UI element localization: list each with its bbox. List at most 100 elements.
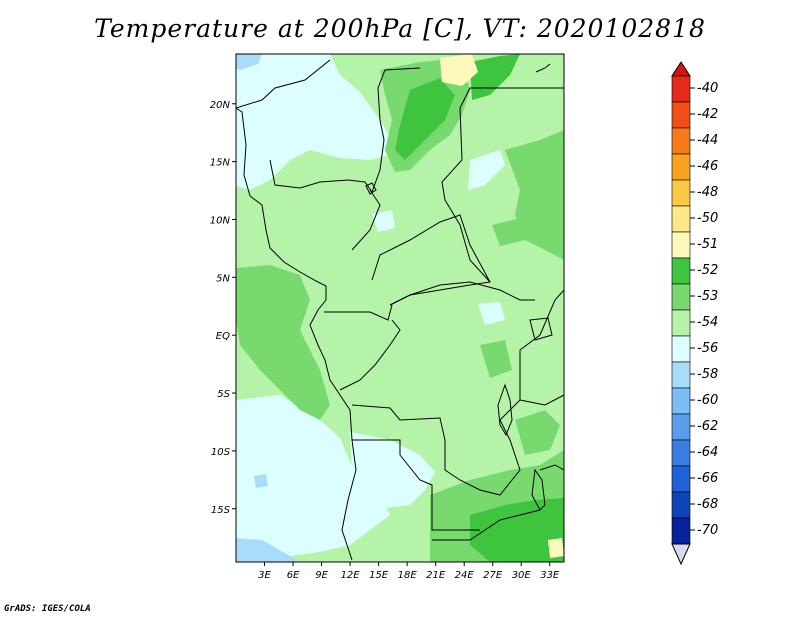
border-chad-sudan (441, 107, 491, 283)
colorbar-label: -40 (697, 81, 718, 96)
lat-tick-label: 5S (217, 389, 230, 400)
colorbar-swatch (671, 179, 691, 207)
warm2-region-sahel (395, 78, 455, 160)
warm-patch-north (492, 218, 525, 246)
lat-tick-label: 15N (210, 158, 231, 169)
border-tanzania (519, 394, 564, 406)
border-drc-west (339, 319, 401, 391)
border-angola-zambia (352, 439, 480, 531)
lon-tick-label: 30E (512, 570, 532, 581)
colorbar-swatch (671, 101, 691, 129)
border-east-africa (519, 289, 564, 351)
colder-patch-north (236, 54, 262, 70)
colorbar-swatch (671, 335, 691, 363)
colorbar-swatch (671, 75, 691, 103)
credit-label: GrADS: IGES/COLA (4, 604, 91, 614)
colorbar-top-arrow (671, 61, 691, 77)
lon-tick-label: 12E (341, 570, 361, 581)
warm3-patch-southeast (548, 538, 564, 558)
border-car (371, 214, 491, 306)
colorbar-label: -50 (697, 211, 718, 226)
axis-ticks: 20N 15N 10N 5N EQ 5S 10S 15S 3E 6E 9E 12E 15E 18E 21E 2… (210, 100, 560, 581)
lake-malawi (531, 468, 546, 511)
lon-tick-label: 9E (315, 570, 328, 581)
colorbar-swatch (671, 439, 691, 467)
colorbar-swatch (671, 517, 691, 545)
colorbar-label: -68 (697, 497, 718, 512)
colorbar-swatch (671, 283, 691, 311)
border-zambia-zimbabwe (432, 509, 541, 541)
lat-tick-label: 15S (211, 505, 231, 516)
colorbar-label: -53 (697, 289, 718, 304)
lat-tick-label: 20N (210, 100, 231, 111)
border-libya-egypt (459, 87, 564, 109)
cold-patch-chad (468, 150, 505, 190)
colorbar-label: -48 (697, 185, 718, 200)
red-sea-coast (535, 63, 551, 73)
colorbar-swatch (671, 153, 691, 181)
lat-tick-label: 10S (211, 447, 231, 458)
lat-tick-label: EQ (216, 331, 230, 342)
colorbar-swatch (671, 413, 691, 441)
colorbar-label: -70 (697, 523, 718, 538)
colorbar-swatch (671, 231, 691, 259)
colorbar-label: -62 (697, 419, 718, 434)
border-drc-south (351, 350, 521, 496)
lon-tick-label: 24E (455, 570, 475, 581)
lat-tick-label: 5N (216, 273, 230, 284)
border-nigeria-cameroon (351, 189, 381, 251)
colorbar-label: -58 (697, 367, 718, 382)
colorbar-label: -42 (697, 107, 718, 122)
lon-tick-label: 18E (398, 570, 418, 581)
colorbar-swatch (671, 309, 691, 337)
colorbar-label: -54 (697, 315, 718, 330)
colorbar-label: -56 (697, 341, 718, 356)
lon-tick-label: 21E (426, 570, 446, 581)
lon-tick-label: 6E (287, 570, 300, 581)
colder-patch-southwest (236, 538, 300, 562)
country-borders (236, 59, 564, 561)
warm2-region-southeast (470, 498, 564, 562)
border-mozambique (539, 464, 564, 471)
temperature-field (236, 54, 564, 562)
colorbar-label: -46 (697, 159, 718, 174)
warm3-region-libya (440, 54, 478, 86)
lake-victoria (529, 317, 553, 341)
cold-region-angola (350, 432, 435, 508)
colorbar-swatch (671, 361, 691, 389)
chart-title: Temperature at 200hPa [C], VT: 202010281… (94, 14, 706, 43)
map-frame (235, 53, 565, 563)
lon-tick-label: 33E (540, 570, 560, 581)
border-algeria-mali (236, 59, 331, 109)
border-niger-chad (371, 67, 421, 193)
lake-chad (365, 182, 377, 195)
lat-tick-label: 10N (210, 215, 231, 226)
colorbar-label: -52 (697, 263, 718, 278)
colorbar-swatch (671, 127, 691, 155)
lon-tick-label: 27E (483, 570, 503, 581)
colorbar-swatch (671, 465, 691, 493)
border-drc-north (389, 281, 535, 306)
border-mali-niger (269, 159, 373, 193)
cold-region-atlantic (236, 395, 390, 556)
colorbar-label: -44 (697, 133, 718, 148)
lon-tick-label: 3E (258, 570, 271, 581)
colorbar-swatch (671, 387, 691, 415)
warm-region-east (505, 130, 564, 260)
warm-patch-central (480, 340, 512, 378)
colorbar-swatch (671, 205, 691, 233)
colorbar-swatch (671, 257, 691, 285)
colorbar-label: -66 (697, 471, 718, 486)
warm-patch-lakes (515, 410, 560, 455)
lon-tick-label: 15E (369, 570, 389, 581)
colorbar-swatch (671, 491, 691, 519)
border-cameroon-congo (324, 304, 393, 321)
colorbar-label: -51 (697, 237, 718, 252)
cold-patch-cameroon (372, 210, 395, 232)
colorbar-bottom-arrow (671, 543, 691, 566)
warm-region-gulf-coast (236, 265, 330, 420)
colorbar-label: -64 (697, 445, 718, 460)
colorbar: -40 -42 -44 -46 -48 -50 -51 -52 -53 -54 -56 -58 -60 -… (671, 61, 718, 566)
colorbar-label: -60 (697, 393, 718, 408)
